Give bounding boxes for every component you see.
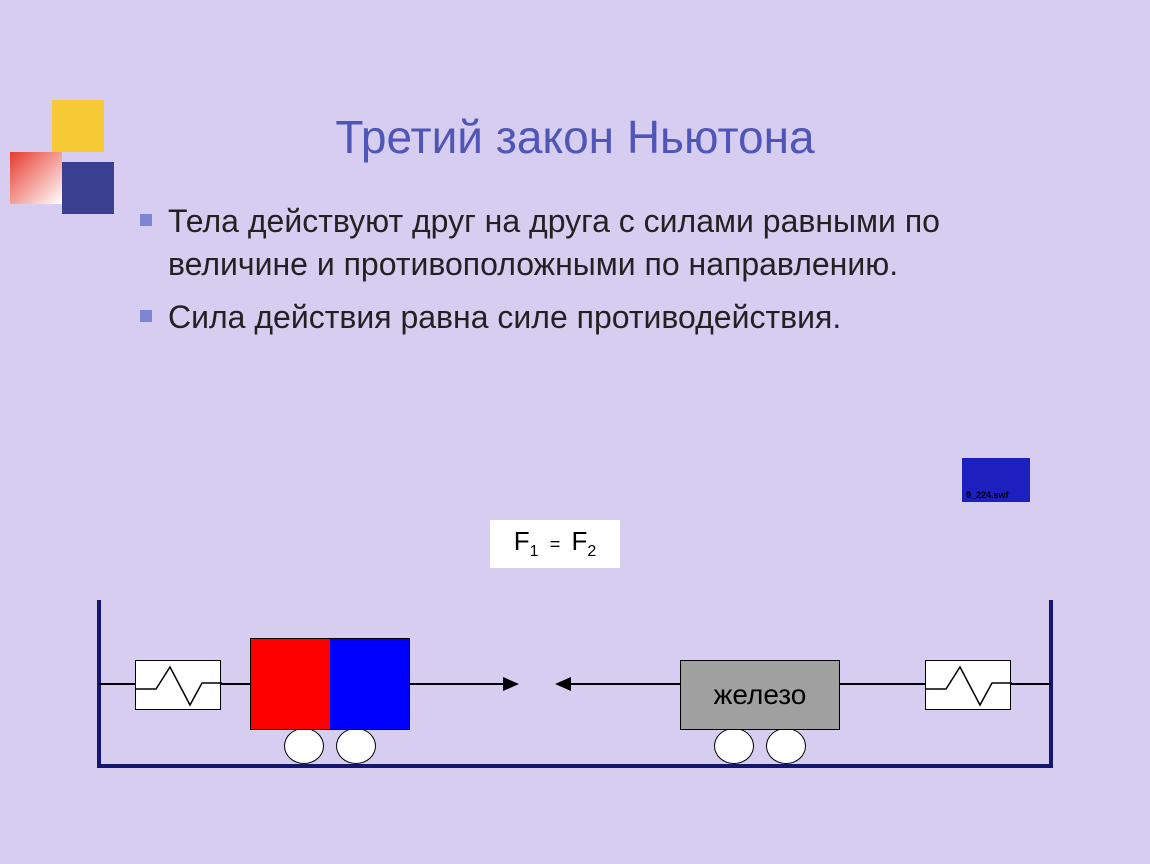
slide: Третий закон Ньютона Тела действуют друг… bbox=[0, 0, 1150, 864]
wheel-icon bbox=[766, 728, 806, 764]
dynamometer-right bbox=[925, 660, 1011, 710]
magnet-half-red bbox=[251, 639, 330, 729]
bullet-text: Сила действия равна силе противодействия… bbox=[168, 296, 841, 339]
cart-magnet bbox=[250, 638, 410, 764]
arrow-head-icon bbox=[503, 677, 519, 691]
swf-label: 9_224.swf bbox=[966, 490, 1009, 500]
bullet-item: Сила действия равна силе противодействия… bbox=[140, 296, 1070, 339]
bullet-marker-icon bbox=[140, 310, 152, 322]
force-arrow-right bbox=[410, 683, 505, 685]
iron-label: железо bbox=[681, 679, 839, 711]
connector-line bbox=[221, 683, 251, 685]
dynamometer-path-icon bbox=[926, 661, 1012, 711]
decor-sq-blue bbox=[62, 162, 114, 214]
wheel-icon bbox=[714, 728, 754, 764]
physics-diagram: F1 = F2 bbox=[95, 520, 1055, 770]
bullet-item: Тела действуют друг на друга с силами ра… bbox=[140, 200, 1070, 286]
connector-line bbox=[840, 683, 925, 685]
arrow-head-icon bbox=[555, 677, 571, 691]
bullet-marker-icon bbox=[140, 214, 152, 226]
formula-box: F1 = F2 bbox=[490, 520, 620, 568]
connector-line bbox=[1011, 683, 1051, 685]
cart-iron: железо bbox=[680, 660, 840, 764]
dynamometer-left bbox=[135, 660, 221, 710]
bullet-list: Тела действуют друг на друга с силами ра… bbox=[140, 200, 1070, 350]
swf-badge: 9_224.swf bbox=[962, 458, 1030, 502]
track bbox=[95, 600, 1055, 770]
bullet-text: Тела действуют друг на друга с силами ра… bbox=[168, 200, 1070, 286]
slide-title: Третий закон Ньютона bbox=[0, 110, 1150, 164]
wheel-icon bbox=[284, 728, 324, 764]
formula: F1 = F2 bbox=[514, 526, 597, 561]
wheel-icon bbox=[336, 728, 376, 764]
force-arrow-left bbox=[571, 683, 681, 685]
magnet-half-blue bbox=[330, 639, 409, 729]
connector-line bbox=[99, 683, 135, 685]
dynamometer-path-icon bbox=[136, 661, 222, 711]
